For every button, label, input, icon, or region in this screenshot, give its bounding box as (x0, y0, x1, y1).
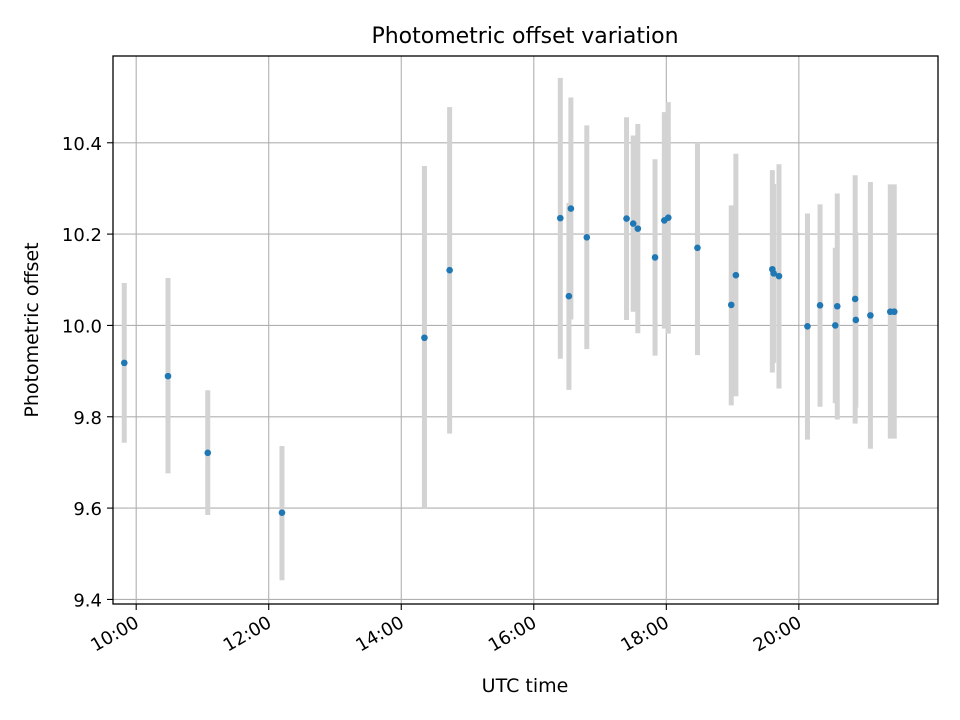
data-point (852, 316, 860, 324)
data-point (421, 334, 428, 342)
data-point (727, 301, 735, 309)
data-point (775, 272, 783, 280)
data-point (831, 322, 839, 329)
data-point (623, 215, 630, 222)
data-point (164, 372, 172, 380)
data-point (556, 214, 564, 222)
plot-frame (112, 55, 939, 605)
data-point (278, 509, 286, 516)
y-tick-label: 9.4 (73, 590, 102, 611)
data-point (867, 312, 874, 319)
data-point (665, 214, 672, 221)
data-point (890, 308, 898, 316)
data-point (770, 270, 777, 277)
data-point (651, 254, 659, 261)
y-tick-label: 10.2 (62, 225, 102, 246)
y-tick-label: 9.8 (73, 408, 102, 429)
x-axis-label: UTC time (482, 675, 569, 697)
data-point (634, 225, 642, 232)
data-point (120, 359, 128, 367)
data-point (583, 233, 591, 241)
data-point (804, 323, 811, 330)
y-tick-label: 9.6 (73, 499, 102, 520)
data-points (120, 205, 898, 516)
data-point (565, 292, 573, 300)
data-point (816, 302, 824, 309)
y-tick-label: 10.0 (62, 316, 102, 337)
chart-title: Photometric offset variation (371, 24, 678, 49)
data-point (204, 449, 212, 457)
data-point (446, 266, 453, 274)
data-point (732, 271, 740, 279)
data-point (833, 302, 841, 310)
data-point (851, 295, 859, 303)
data-point (567, 205, 575, 212)
y-tick-label: 10.4 (62, 134, 102, 155)
y-axis-label: Photometric offset (21, 242, 43, 417)
data-point (629, 220, 637, 227)
y-axis-ticks: 9.4 9.6 9.8 10.0 10.2 10.4 (62, 134, 113, 611)
data-point (694, 244, 701, 252)
